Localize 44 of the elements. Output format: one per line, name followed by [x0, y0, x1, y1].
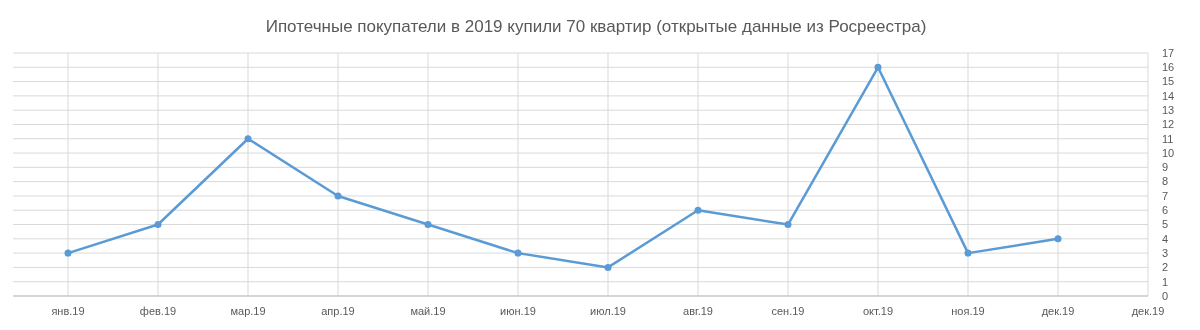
y-tick-label: 7 — [1162, 189, 1169, 202]
x-tick-label: апр.19 — [321, 305, 355, 317]
chart-title: Ипотечные покупатели в 2019 купили 70 квартир (открытые данные из Росреестра) — [265, 17, 927, 36]
x-tick-label: июл.19 — [590, 305, 626, 317]
point — [334, 192, 342, 200]
point — [244, 135, 252, 143]
y-tick-label: 5 — [1162, 218, 1169, 231]
x-tick-label: окт.19 — [862, 305, 894, 317]
x-tick-label: фев.19 — [139, 305, 177, 317]
y-tick-label: 12 — [1162, 118, 1175, 131]
point — [784, 221, 792, 229]
y-tick-label: 3 — [1162, 246, 1169, 259]
y-tick-label: 17 — [1162, 46, 1175, 59]
point — [64, 249, 72, 257]
point — [154, 221, 162, 229]
point — [1054, 235, 1062, 243]
x-tick-label: мар.19 — [230, 305, 266, 317]
x-tick-label: сен.19 — [771, 305, 805, 317]
x-tick-label: дек.19 — [1131, 305, 1165, 317]
y-tick-label: 13 — [1162, 104, 1175, 117]
point — [604, 263, 612, 271]
y-tick-label: 6 — [1162, 204, 1169, 217]
point — [424, 221, 432, 229]
y-tick-label: 9 — [1162, 161, 1169, 174]
y-tick-label: 4 — [1162, 232, 1169, 245]
point — [874, 63, 882, 71]
y-tick-label: 1 — [1162, 275, 1169, 288]
y-tick-label: 2 — [1162, 261, 1169, 274]
point — [694, 206, 702, 214]
x-tick-label: ноя.19 — [951, 305, 985, 317]
y-tick-label: 8 — [1162, 175, 1169, 188]
x-tick-label: авг.19 — [683, 305, 713, 317]
y-tick-label: 11 — [1162, 132, 1174, 145]
x-tick-label: май.19 — [410, 305, 446, 317]
point — [964, 249, 972, 257]
y-tick-label: 15 — [1162, 75, 1175, 88]
x-tick-label: дек.19 — [1041, 305, 1075, 317]
x-tick-label: июн.19 — [500, 305, 536, 317]
y-tick-label: 14 — [1162, 89, 1175, 102]
y-tick-label: 10 — [1162, 146, 1175, 159]
point — [514, 249, 522, 257]
y-tick-label: 16 — [1162, 61, 1175, 74]
x-tick-label: янв.19 — [51, 305, 85, 317]
y-tick-label: 0 — [1162, 289, 1169, 302]
